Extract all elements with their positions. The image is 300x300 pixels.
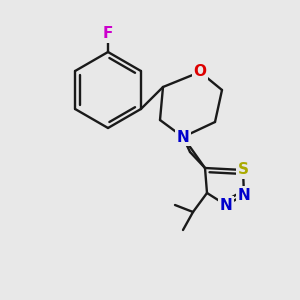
Text: N: N	[238, 188, 250, 202]
Text: N: N	[177, 130, 189, 145]
Text: N: N	[220, 197, 232, 212]
Text: F: F	[103, 26, 113, 41]
Text: S: S	[238, 163, 248, 178]
Text: O: O	[194, 64, 206, 80]
